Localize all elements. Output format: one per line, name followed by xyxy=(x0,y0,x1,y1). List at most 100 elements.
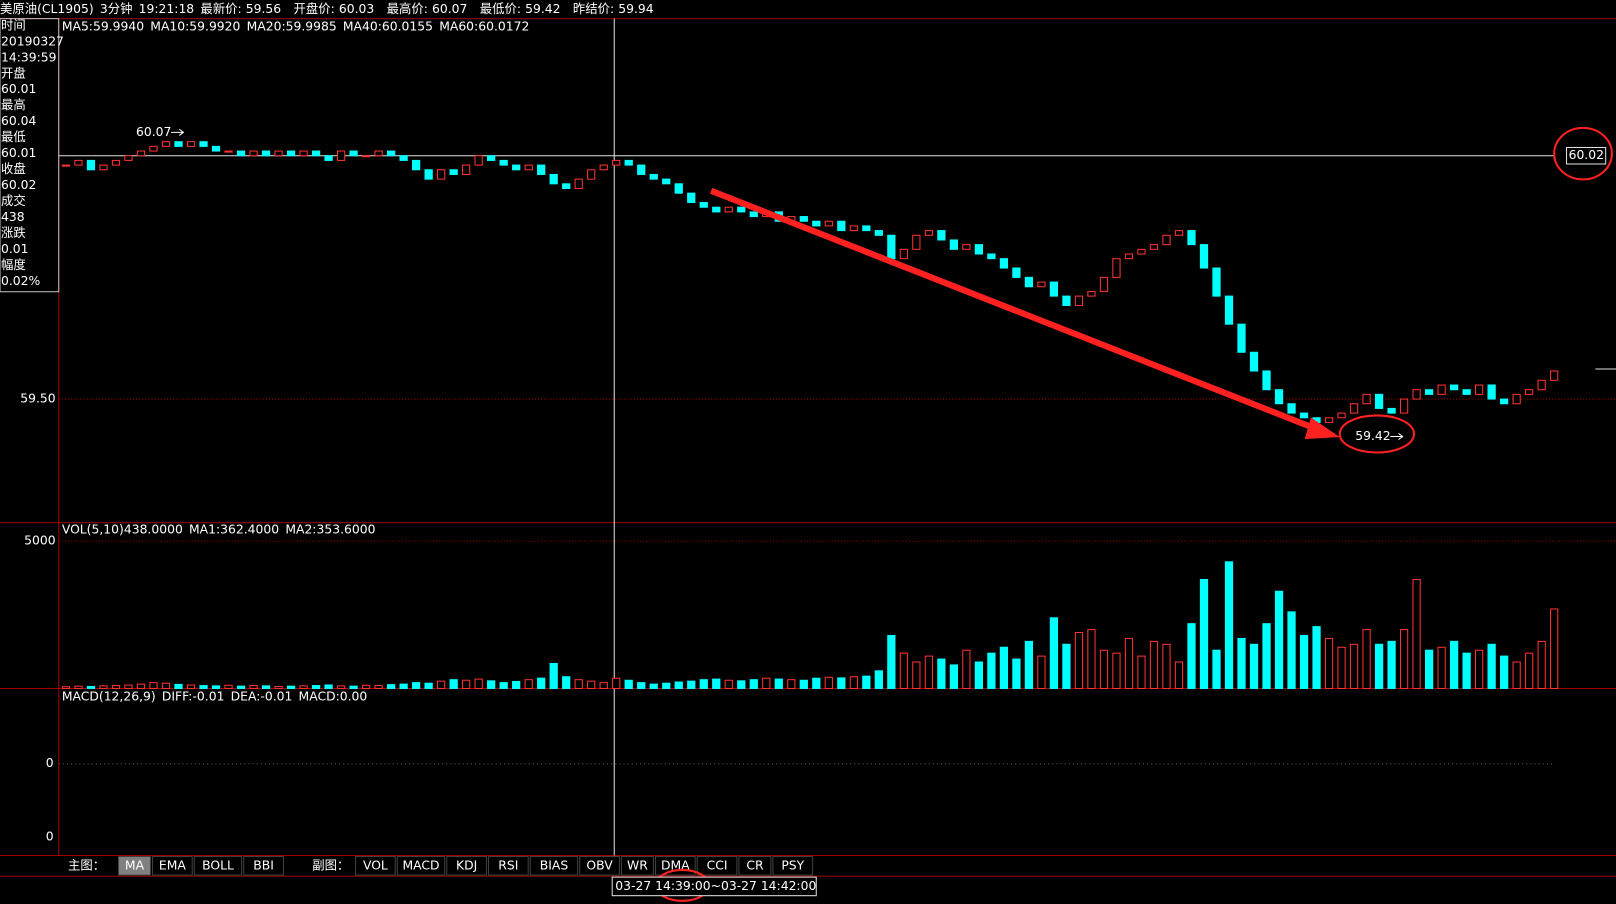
volume-bar xyxy=(1174,661,1184,690)
legend-entry: MA5:59.9940 xyxy=(62,19,144,33)
toolbar-button[interactable] xyxy=(152,856,193,876)
volume-bar xyxy=(1049,617,1059,690)
header-text: 19:21:18 xyxy=(139,2,195,16)
candle xyxy=(412,159,421,171)
toolbar-button-label[interactable]: KDJ xyxy=(456,858,477,872)
volume-bar xyxy=(1324,637,1334,690)
candle xyxy=(474,155,483,166)
toolbar-button[interactable] xyxy=(446,856,487,876)
toolbar-button-label[interactable]: OBV xyxy=(586,858,613,872)
volume-bar xyxy=(1387,640,1396,690)
legend-entry: MA20:59.9985 xyxy=(247,19,337,33)
volume-bar xyxy=(624,679,633,690)
candle xyxy=(1137,248,1146,255)
candle xyxy=(724,206,733,213)
volume-bar xyxy=(361,684,371,690)
volume-bar xyxy=(1162,643,1171,690)
volume-bar xyxy=(487,680,496,690)
legend-entry: MA40:60.0155 xyxy=(343,19,433,33)
info-text: 60.01 xyxy=(1,82,36,96)
candle xyxy=(1324,417,1334,423)
toolbar-button[interactable] xyxy=(396,856,446,876)
info-text: 涨跌 xyxy=(1,225,26,240)
candle xyxy=(974,244,984,255)
candle xyxy=(1012,267,1021,278)
toolbar-button-label[interactable]: MA xyxy=(125,858,145,872)
volume-bar xyxy=(1187,623,1196,690)
toolbar-button[interactable] xyxy=(118,856,151,876)
toolbar-button[interactable] xyxy=(579,856,620,876)
volume-bar xyxy=(449,679,458,690)
candle xyxy=(174,141,183,147)
volume-bar xyxy=(1212,649,1221,690)
candle xyxy=(1249,351,1259,372)
candle xyxy=(799,216,808,222)
volume-bar xyxy=(299,685,308,690)
volume-bar xyxy=(1274,590,1284,690)
volume-bar xyxy=(399,683,408,690)
info-text: 成交 xyxy=(1,193,26,208)
volume-bar xyxy=(161,682,171,690)
toolbar-button-label[interactable]: EMA xyxy=(159,858,186,872)
status-text: 03-27 14:39:00~03-27 14:42:00 xyxy=(615,879,816,893)
volume-bar xyxy=(787,679,796,690)
toolbar-button-label[interactable]: VOL xyxy=(363,858,388,872)
info-text: 14:39:59 xyxy=(1,50,57,64)
candle xyxy=(424,169,433,180)
toolbar-button[interactable] xyxy=(487,856,529,876)
toolbar-button[interactable] xyxy=(243,856,284,876)
candle xyxy=(499,159,508,166)
volume-bar xyxy=(1500,655,1509,690)
toolbar-button[interactable] xyxy=(355,856,396,876)
candle xyxy=(899,248,908,260)
toolbar-button[interactable] xyxy=(696,856,738,876)
volume-bar xyxy=(1512,661,1521,690)
toolbar-button[interactable] xyxy=(738,856,772,876)
toolbar-button-label[interactable]: MACD xyxy=(402,858,439,872)
volume-bar xyxy=(274,685,283,690)
volume-bar xyxy=(1199,578,1209,690)
toolbar-button[interactable] xyxy=(620,856,654,876)
volume-bar xyxy=(762,677,771,690)
low-arrow xyxy=(1390,432,1404,441)
toolbar-button-label[interactable]: DMA xyxy=(661,858,690,872)
volume-bar xyxy=(987,652,996,690)
info-text: 收盘 xyxy=(1,161,26,176)
toolbar-button-label[interactable]: CR xyxy=(746,858,764,872)
toolbar-button-label[interactable]: BIAS xyxy=(540,858,569,872)
volume-bar xyxy=(1550,608,1559,690)
volume-bar xyxy=(1362,629,1371,690)
info-text: 438 xyxy=(1,210,25,224)
toolbar-button-label[interactable]: CCI xyxy=(707,858,728,872)
candle xyxy=(236,150,246,157)
header-value: 59.42 xyxy=(525,2,560,16)
toolbar-button-label[interactable]: WR xyxy=(627,858,648,872)
toolbar-button-label[interactable]: RSI xyxy=(498,858,518,872)
toolbar-button[interactable] xyxy=(529,856,579,876)
candle xyxy=(1237,323,1246,353)
toolbar-button[interactable] xyxy=(193,856,243,876)
candle xyxy=(662,178,671,185)
toolbar-button[interactable] xyxy=(772,856,814,876)
candle xyxy=(1199,244,1209,269)
candle xyxy=(374,150,383,157)
toolbar-button-label[interactable]: BBI xyxy=(253,858,274,872)
volume-bar xyxy=(799,679,808,690)
candle xyxy=(361,155,371,158)
volume-bar xyxy=(674,681,683,690)
candle xyxy=(1162,234,1171,246)
volume-bar xyxy=(1037,655,1046,690)
candle xyxy=(274,150,283,157)
candle xyxy=(649,173,658,180)
candle xyxy=(336,150,346,161)
volume-bar xyxy=(1237,637,1246,690)
toolbar-button-label[interactable]: BOLL xyxy=(202,858,234,872)
volume-bar xyxy=(424,682,433,690)
candle xyxy=(437,169,446,180)
toolbar-button-label[interactable]: PSY xyxy=(781,858,804,872)
volume-bar xyxy=(1099,649,1109,690)
legend-entry: DEA:-0.01 xyxy=(231,689,293,703)
legend-entry: VOL(5,10)438.0000 xyxy=(62,522,183,536)
header-label: 最高价: xyxy=(387,1,428,16)
volume-bar xyxy=(1449,640,1459,690)
